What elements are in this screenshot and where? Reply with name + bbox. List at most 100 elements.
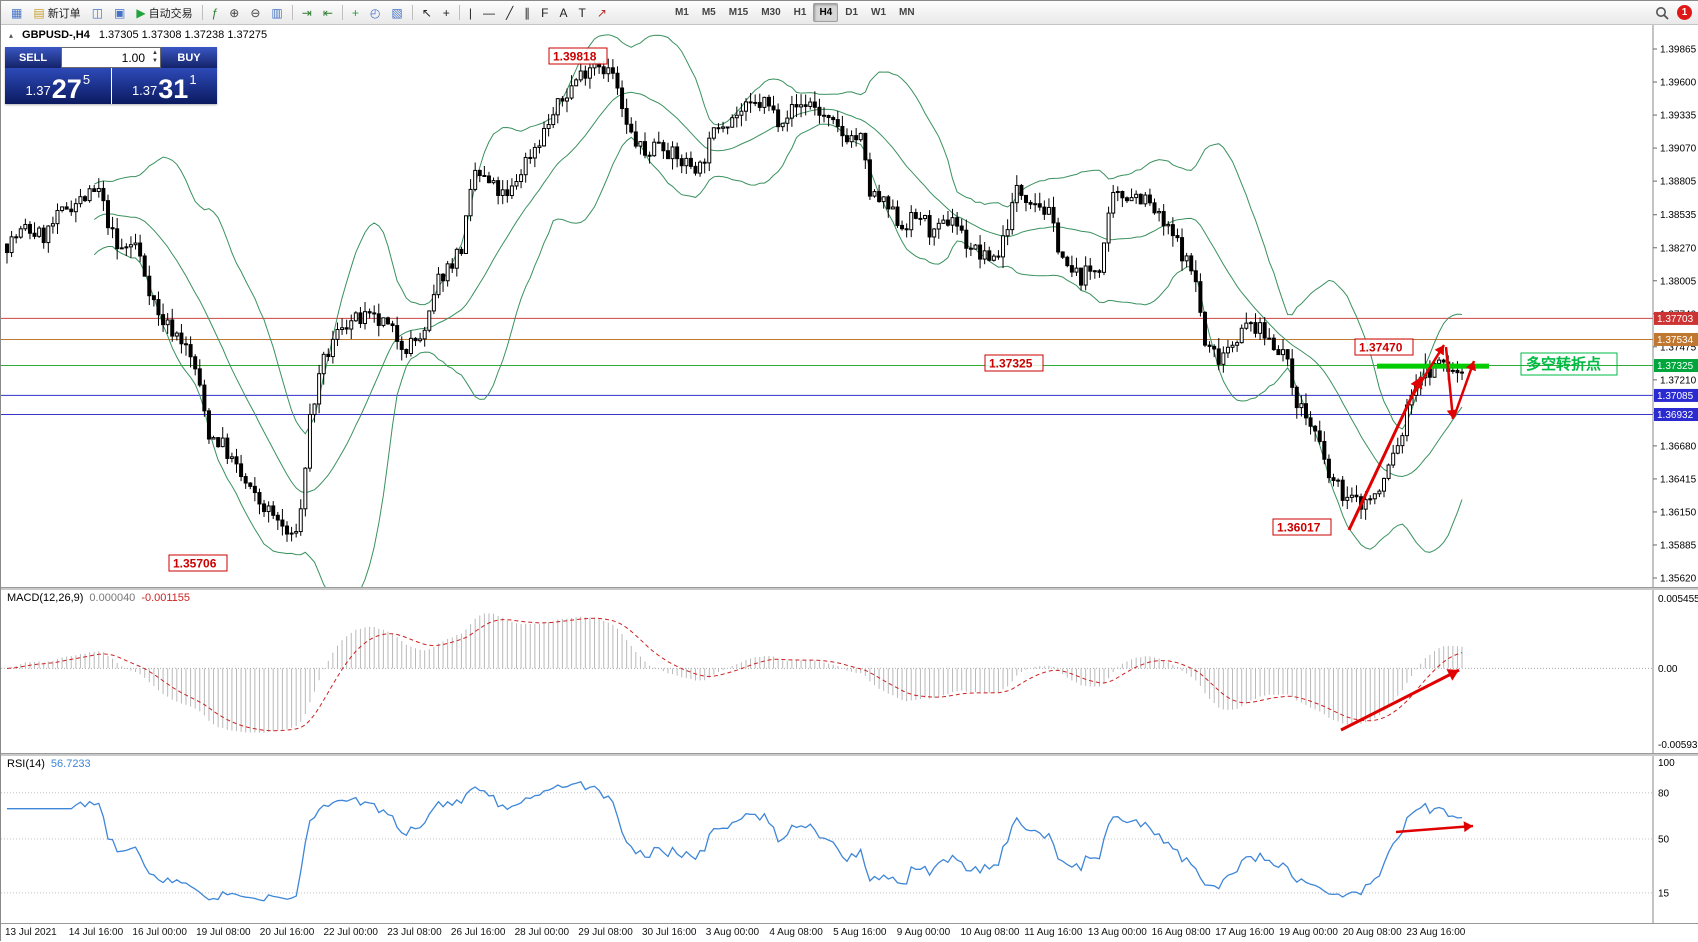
macd-pane[interactable]: MACD(12,26,9) 0.000040 -0.001155 0.00545… [1,590,1698,753]
rsi-chart[interactable]: 100 80 50 15 [1,756,1698,923]
svg-text:0.00: 0.00 [1658,664,1678,675]
svg-text:1.36415: 1.36415 [1660,474,1697,485]
svg-text:1.36150: 1.36150 [1660,507,1697,518]
toolbar-buttons: ▦ ▤ 新订单 ◫ ▣ ▶ 自动交易 ƒ ⊕ ⊖ ▥ ⇥ ⇤ + ◴ ▧ ↖ + | — ╱ ∥ F A T ↗ [6,2,612,24]
svg-text:1.39865: 1.39865 [1660,45,1697,56]
hline-icon[interactable]: — [478,2,500,24]
template-icon[interactable]: ▧ [386,2,407,24]
cursor-icon[interactable]: ↖ [417,2,437,24]
trend-arrow[interactable] [1347,376,1423,531]
auto-scroll-icon[interactable]: ⇥ [297,2,317,24]
chart-shift-icon[interactable]: ⇤ [318,2,338,24]
rsi-pane[interactable]: RSI(14) 56.7233 100 80 50 15 [1,756,1698,923]
macd-name: MACD(12,26,9) [7,592,84,604]
annotation-label[interactable]: 1.37470 [1354,338,1414,356]
rsi-name: RSI(14) [7,758,45,770]
annotation-label[interactable]: 1.37325 [984,354,1044,372]
timeframe-m1[interactable]: M1 [674,7,689,18]
buy-button[interactable]: 1.37 31 1 [111,68,217,104]
channel-icon[interactable]: ∥ [519,2,535,24]
svg-text:1.35885: 1.35885 [1660,540,1697,551]
volume-value: 1.00 [121,50,145,65]
toolbar-right: 1 [1655,5,1694,20]
volume-spinner[interactable]: ▲ ▼ [152,50,158,64]
svg-text:1.37534: 1.37534 [1657,335,1694,346]
svg-text:1.38005: 1.38005 [1660,276,1697,287]
trend-arrow[interactable] [1452,360,1476,418]
svg-text:1.37470: 1.37470 [1359,341,1403,355]
volume-input[interactable]: 1.00 ▲ ▼ [61,47,161,68]
trendline-icon[interactable]: ╱ [501,2,518,24]
indicators-icon[interactable]: ƒ [207,2,224,24]
green-support-bar[interactable] [1377,363,1489,369]
zoom-out-icon: ⊖ [250,5,261,20]
macd-signal-line [6,617,1463,732]
turning-point-label[interactable]: 多空转折点 [1520,352,1618,376]
sell-label: SELL [5,47,61,68]
annotation-label[interactable]: 1.35706 [168,554,228,572]
crosshair-icon[interactable]: + [438,2,455,24]
svg-text:1.37325: 1.37325 [1657,361,1694,372]
notification-badge[interactable]: 1 [1677,5,1692,20]
trend-arrow[interactable] [1340,668,1460,732]
timeframe-d1[interactable]: D1 [845,7,859,18]
label-icon[interactable]: T [574,2,591,24]
macd-chart[interactable]: 0.005455 0.00 -0.005938 [1,590,1698,753]
trend-arrow[interactable] [1444,346,1455,420]
chart-window-icon[interactable]: ▦ [6,2,27,24]
shapes-icon[interactable]: ↗ [592,2,612,24]
timeframe-m30[interactable]: M30 [761,7,781,18]
timeframe-m15[interactable]: M15 [728,7,749,18]
fibonacci-icon[interactable]: F [536,2,553,24]
price-scale[interactable]: 1.39865 1.39600 1.39335 1.39070 1.38805 1.385… [1652,25,1698,587]
channel-icon: ∥ [524,5,531,20]
macd-scale[interactable]: 0.005455 0.00 -0.005938 [1652,590,1698,753]
timeframe-w1[interactable]: W1 [871,7,887,18]
timeframe-m5[interactable]: M5 [701,7,716,18]
autotrading-button-label: 自动交易 [148,7,193,20]
time-axis-label: 14 Jul 16:00 [68,927,124,938]
svg-text:1.37475: 1.37475 [1660,342,1697,353]
svg-text:0.005455: 0.005455 [1658,594,1698,605]
collapse-icon[interactable]: ▴ [9,30,14,40]
text-icon[interactable]: A [555,2,573,24]
symbol-name: GBPUSD-,H4 [22,29,90,41]
new-chart-icon[interactable]: + [347,2,364,24]
timeframe-mn[interactable]: MN [899,7,915,18]
autotrading-button[interactable]: ▶ 自动交易 [131,2,197,24]
time-axis[interactable]: 13 Jul 2021 14 Jul 16:00 16 Jul 00:00 19 Ju… [1,923,1698,942]
timeframe-h1[interactable]: H1 [793,7,807,18]
vline-icon[interactable]: | [464,2,477,24]
annotation-label[interactable]: 1.39818 [548,47,608,65]
sell-button[interactable]: 1.37 27 5 [5,68,111,104]
timeframe-h4[interactable]: H4 [813,3,839,22]
rsi-scale[interactable]: 100 80 50 15 [1652,756,1675,923]
time-axis-label: 23 Aug 16:00 [1406,927,1466,938]
profile-icon[interactable]: ▣ [109,2,130,24]
toolbar-separator [291,5,293,20]
price-chart-pane[interactable]: ▴ GBPUSD-,H4 1.37305 1.37308 1.37238 1.3… [1,25,1698,587]
new-order-button[interactable]: ▤ 新订单 [28,2,85,24]
period-icon[interactable]: ◴ [365,2,385,24]
chart-window-icon: ▦ [11,5,23,20]
chart-list-icon[interactable]: ◫ [87,2,108,24]
text-icon: A [559,5,568,20]
time-axis-label: 20 Aug 08:00 [1342,927,1402,938]
candlestick-chart[interactable]: 1.39865 1.39600 1.39335 1.39070 1.38805 1.385… [1,25,1698,587]
tile-windows-icon[interactable]: ▥ [266,2,287,24]
zoom-in-icon[interactable]: ⊕ [224,2,244,24]
annotation-label[interactable]: 1.36017 [1272,518,1332,536]
pane-divider[interactable] [1,587,1698,590]
search-icon[interactable] [1655,6,1669,20]
time-axis-label: 20 Jul 16:00 [259,927,315,938]
zoom-in-icon: ⊕ [229,5,240,20]
pane-divider[interactable] [1,753,1698,756]
timeframe-bar: M1 M5 M15 M30 H1 H4 D1 W1 MN [669,3,921,22]
macd-signal-value: -0.001155 [141,592,191,604]
sell-price-sup: 5 [82,72,91,87]
trend-arrow[interactable] [1395,824,1474,834]
price-tag [1654,408,1698,422]
trend-arrow[interactable] [1411,344,1446,396]
zoom-out-icon[interactable]: ⊖ [245,2,265,24]
